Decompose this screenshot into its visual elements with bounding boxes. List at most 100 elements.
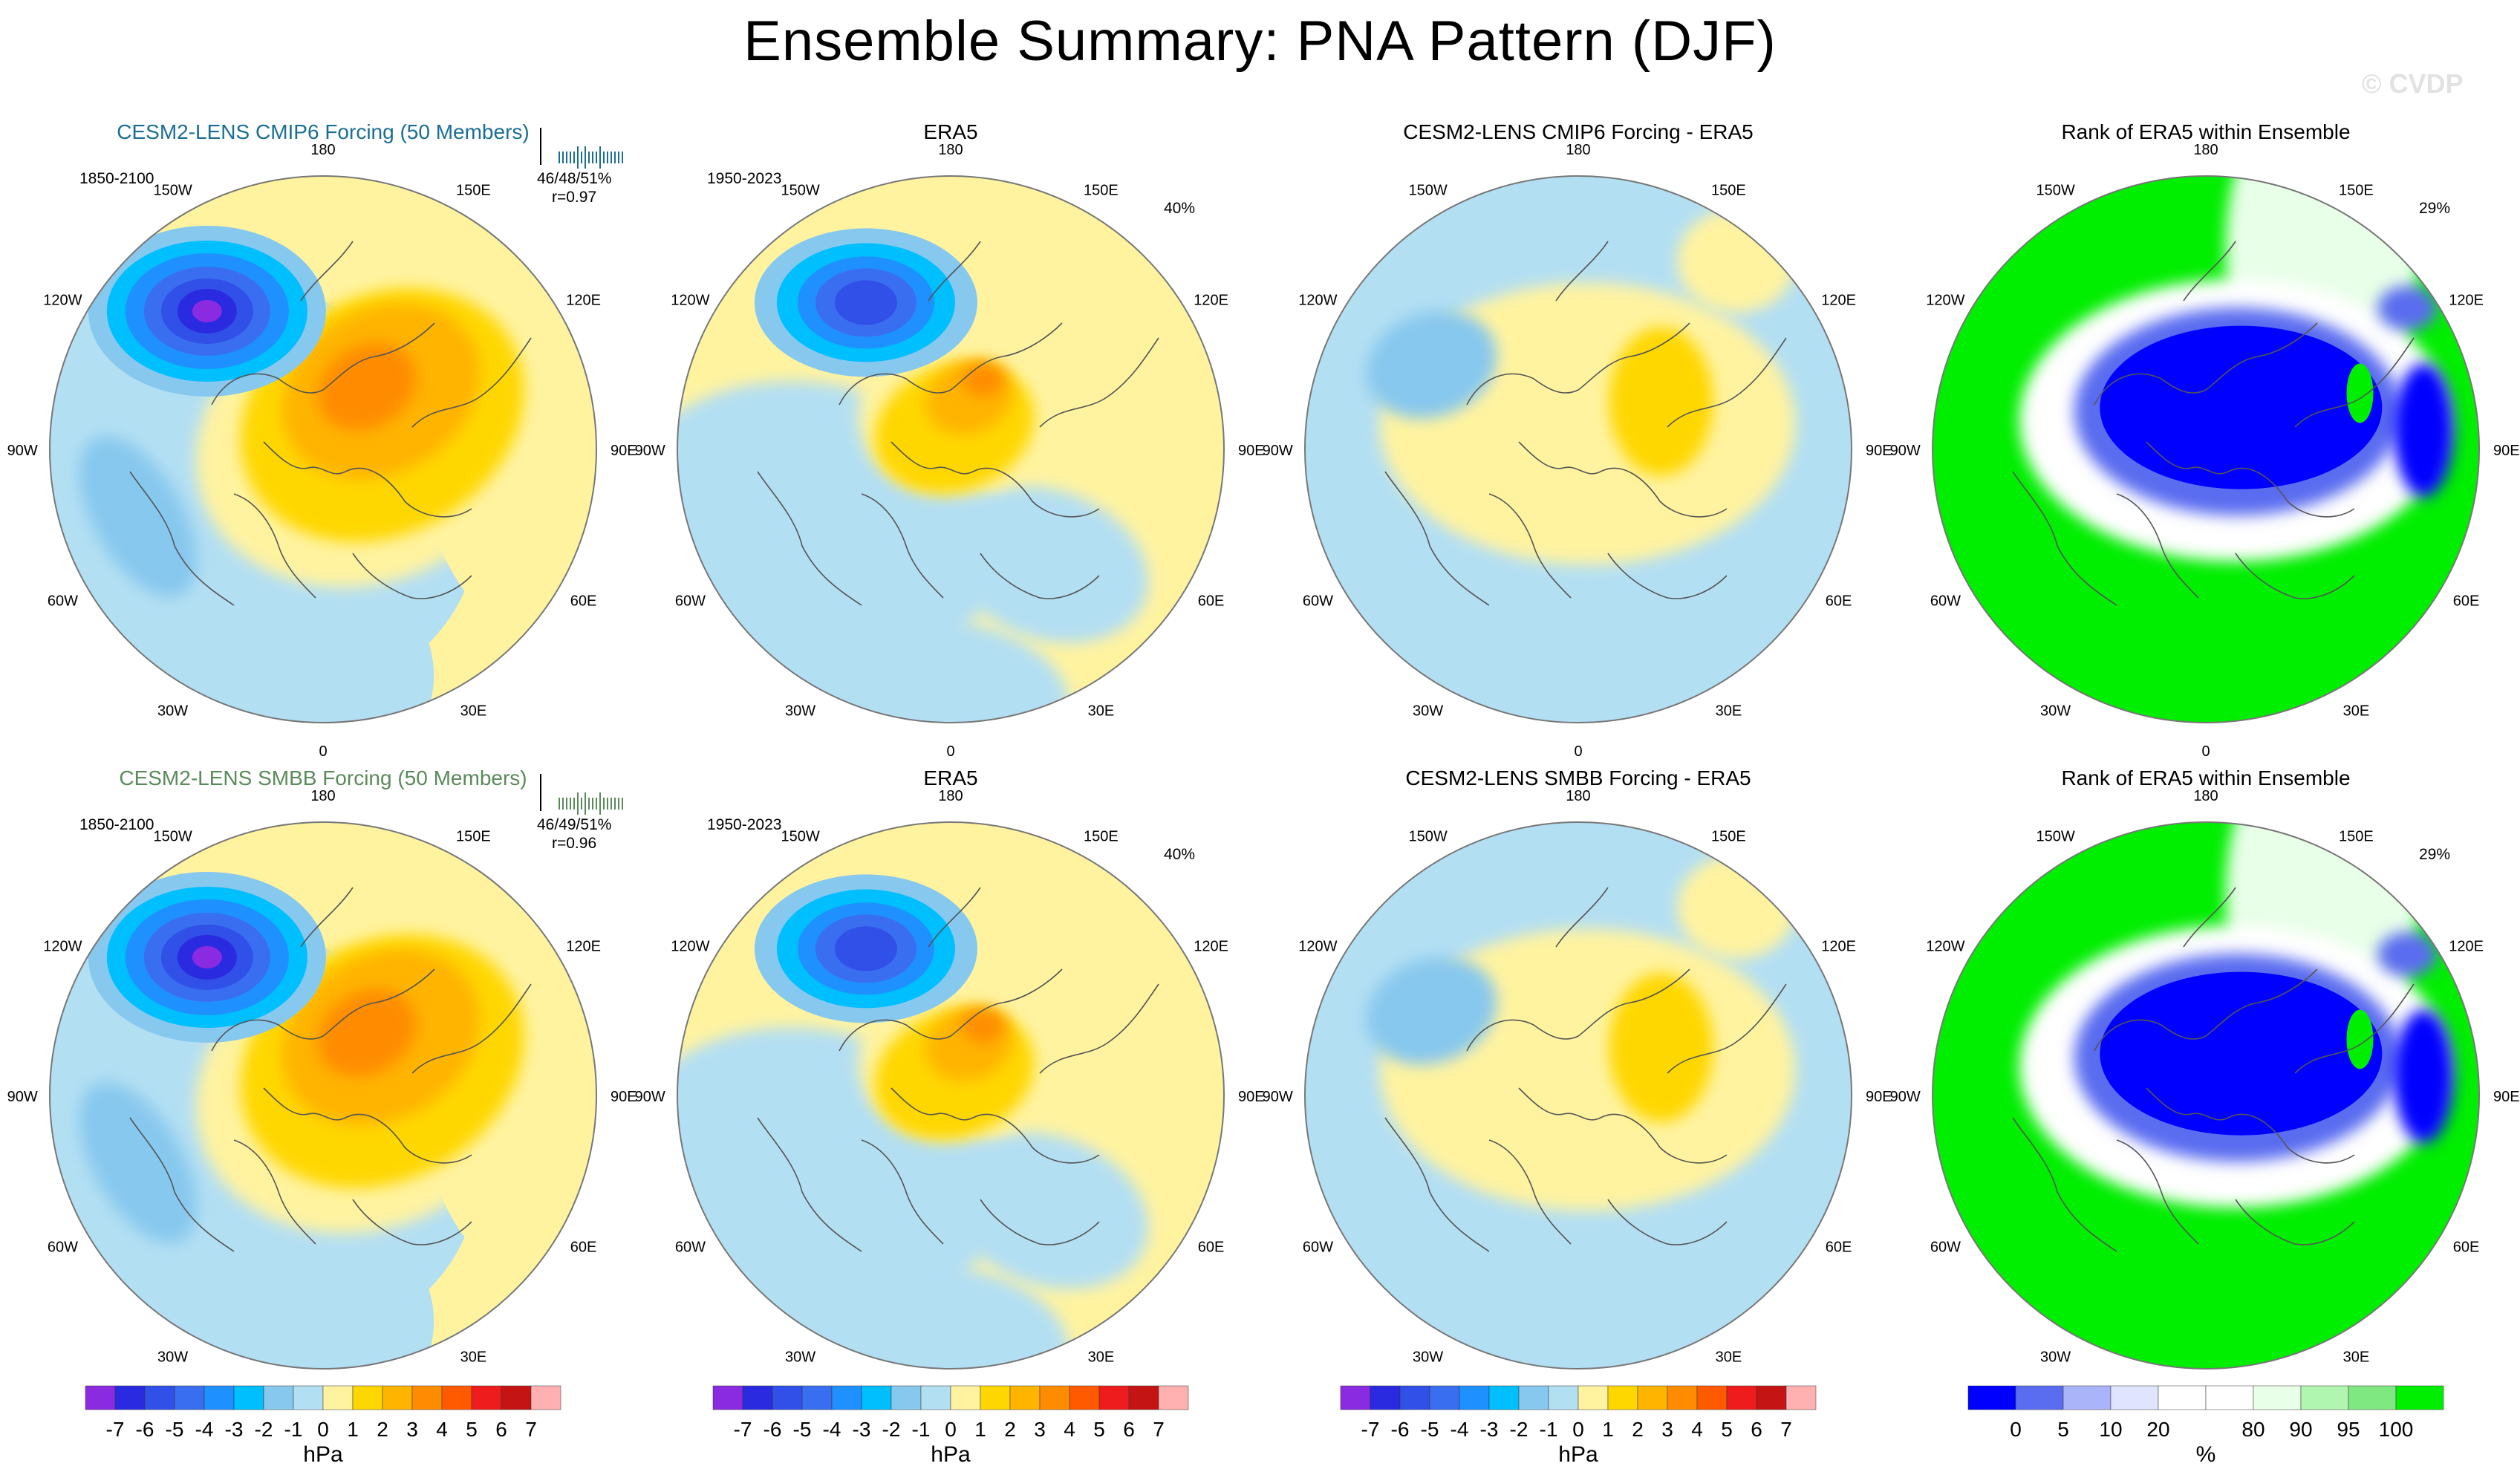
lon-label-150E: 150E: [1711, 182, 1746, 198]
rank-east-low: [2394, 363, 2454, 498]
colorbar-swatch: [1726, 1385, 1757, 1410]
colorbar-units: hPa: [931, 1442, 971, 1467]
colorbar-tick-label: 0: [2010, 1418, 2022, 1441]
colorbar-tick-label: 5: [1721, 1418, 1733, 1441]
pacific-positive: [1676, 855, 1796, 960]
colorbar-swatch: [2110, 1385, 2159, 1410]
map-outline: [1932, 821, 2480, 1370]
colorbar-tick-label: -7: [1361, 1418, 1380, 1441]
colorbar-tick-label: 0: [945, 1418, 957, 1441]
colorbar-tick-label: 3: [406, 1418, 418, 1441]
colorbar-swatch: [352, 1385, 383, 1410]
colorbar-swatch: [2158, 1385, 2207, 1410]
colorbar-swatch: [1009, 1385, 1041, 1410]
coastline-3: [1607, 1199, 1728, 1245]
lon-label-60W: 60W: [675, 1239, 706, 1255]
lon-label-30W: 30W: [785, 1349, 815, 1366]
lon-label-90W: 90W: [7, 443, 38, 459]
panel-title: CESM2-LENS SMBB Forcing (50 Members): [119, 766, 527, 789]
coastline-2: [129, 1117, 235, 1252]
pacific-negative-1hpa: [1366, 310, 1497, 419]
lon-label-90W: 90W: [1890, 1089, 1921, 1105]
lon-label-180: 180: [310, 142, 335, 158]
panel-rank-bottom: Rank of ERA5 within Ensemble 29% 180 150E 12…: [1890, 766, 2520, 1406]
positive-3hpa: [962, 1009, 1004, 1043]
lon-label-150E: 150E: [2339, 828, 2374, 844]
coastline-5: [411, 337, 532, 428]
coastline-1: [1518, 441, 1728, 518]
colorbar-units: hPa: [303, 1442, 343, 1467]
positive-3hpa: [317, 342, 417, 431]
lon-label-60W: 60W: [48, 1239, 78, 1255]
panel-smbb-ens: CESM2-LENS SMBB Forcing (50 Members) 1850…: [7, 766, 637, 1406]
panel-era5-top: ERA5 1950-2023 40% 180 150E 120E 90E 60E 30E 0 30W…: [635, 120, 1265, 760]
colorbar-tick-label: 0: [317, 1418, 329, 1441]
coastline-1: [1518, 1087, 1728, 1164]
period-label: 1850-2100: [79, 816, 154, 833]
colorbar-tick-label: 7: [525, 1418, 537, 1441]
colorbar-swatch: [1340, 1385, 1371, 1410]
figure-title: Ensemble Summary: PNA Pattern (DJF): [743, 10, 1777, 73]
lon-label-60E: 60E: [1198, 593, 1225, 609]
eurasia-negative: [946, 486, 1149, 643]
lon-label-30W: 30W: [785, 703, 815, 720]
lon-label-30W: 30W: [157, 1349, 188, 1366]
coastline-4: [300, 887, 354, 948]
coastline-3: [980, 553, 1100, 599]
colorbar-tick-label: -6: [136, 1418, 154, 1441]
eurasia-negative: [946, 1132, 1149, 1289]
lon-label-30W: 30W: [2040, 703, 2071, 720]
pacific-low-7hpa: [192, 945, 222, 968]
stats-label: 46/49/51%: [537, 816, 611, 833]
atlantic-negative: [79, 1082, 198, 1243]
colorbar-tick-label: 5: [466, 1418, 478, 1441]
colorbar-swatch: [1128, 1385, 1159, 1410]
colorbar-tick-label: 80: [2241, 1418, 2265, 1441]
colorbar-swatch: [1667, 1385, 1698, 1410]
coastline-2: [2012, 471, 2117, 606]
positive-3hpa: [962, 363, 1004, 397]
lon-label-120E: 120E: [2449, 939, 2484, 955]
coastline-6: [1488, 493, 1572, 599]
coastline-1: [2146, 441, 2355, 518]
coastline-3: [2235, 553, 2355, 599]
coastline-4: [1555, 241, 1609, 302]
lon-label-120E: 120E: [1194, 293, 1228, 309]
colorbar-tick-label: -6: [764, 1418, 782, 1441]
lon-label-150W: 150W: [781, 182, 819, 198]
colorbar-swatch: [2348, 1385, 2397, 1410]
colorbar-tick-label: 7: [1780, 1418, 1792, 1441]
colorbar-tick-label: 1: [1602, 1418, 1614, 1441]
colorbar-tick-label: 4: [1064, 1418, 1075, 1441]
colorbar-swatch: [1696, 1385, 1728, 1410]
coastline-2: [757, 471, 862, 606]
eurasia-positive-1hpa: [1609, 973, 1713, 1122]
pct-label: 29%: [2419, 200, 2450, 217]
lon-label-30E: 30E: [1088, 1349, 1115, 1366]
colorbar-swatch: [1967, 1385, 2016, 1410]
panel-title: CESM2-LENS CMIP6 Forcing (50 Members): [117, 120, 529, 143]
colorbar-swatch: [2062, 1385, 2112, 1410]
lon-label-60W: 60W: [1303, 593, 1333, 609]
colorbar-swatch: [2015, 1385, 2064, 1410]
lon-label-90W: 90W: [1263, 443, 1293, 459]
map-field: [50, 822, 596, 1369]
map-outline: [1304, 175, 1852, 723]
rank-ne-low: [2377, 932, 2438, 977]
colorbar-swatch: [501, 1385, 532, 1410]
colorbar-2: -7 -6 -5 -4 -3 -2 -1 0 1 2 3 4 5 6 7 hPa: [1340, 1385, 1817, 1467]
correlation-label: r=0.96: [552, 835, 596, 852]
colorbar-swatch: [233, 1385, 264, 1410]
colorbar-tick-label: 4: [1691, 1418, 1703, 1441]
lon-label-180: 180: [310, 788, 335, 804]
colorbar-swatch: [891, 1385, 922, 1410]
coastline-5: [2294, 337, 2415, 428]
colorbar-swatch: [712, 1385, 743, 1410]
colorbar-tick-label: 2: [1004, 1418, 1016, 1441]
colorbar-tick-label: 5: [2057, 1418, 2069, 1441]
map-field: [50, 176, 596, 723]
colorbar-swatch: [144, 1385, 175, 1410]
